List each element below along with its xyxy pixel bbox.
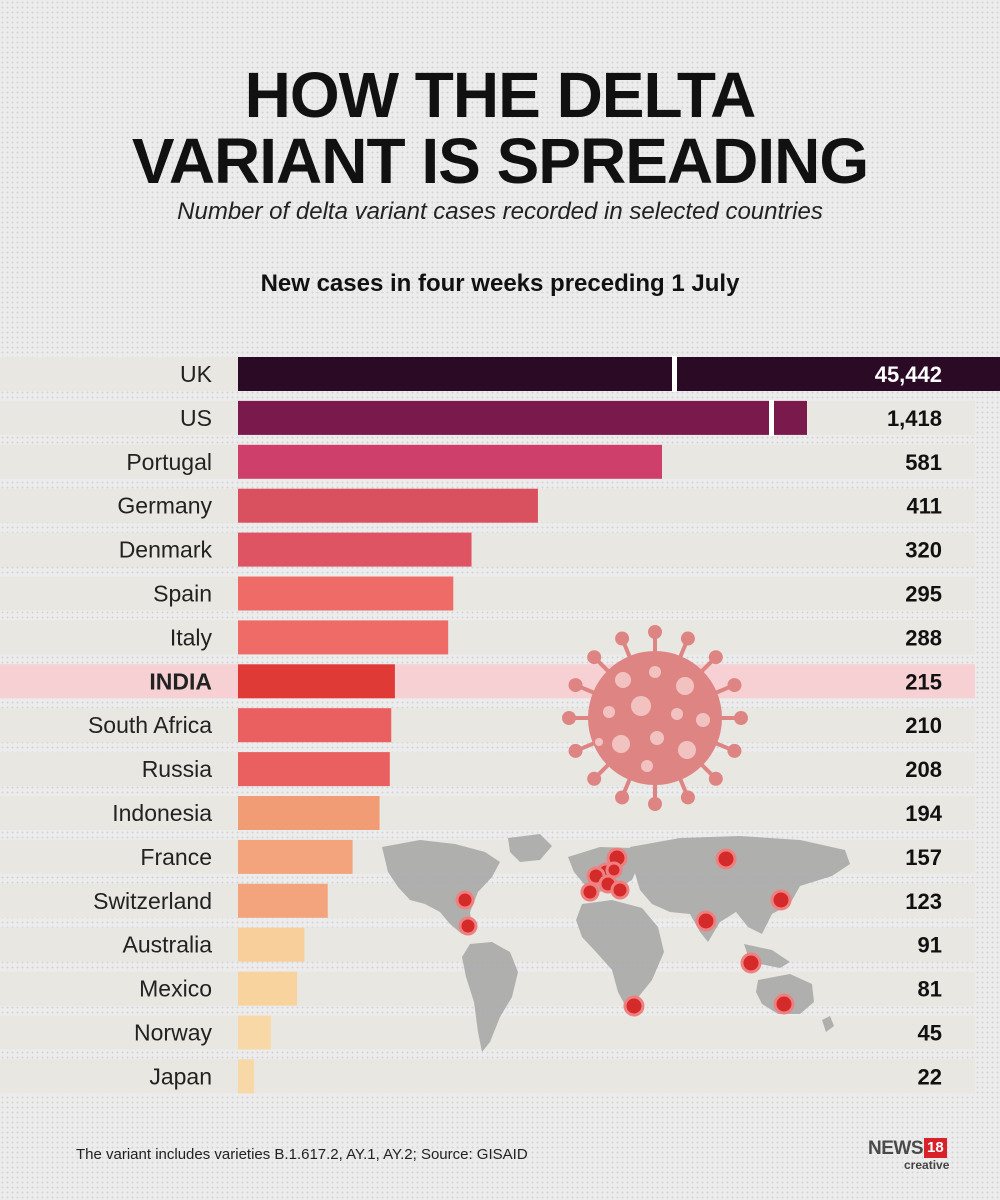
source-footnote: The variant includes varieties B.1.617.2… — [76, 1146, 528, 1163]
value-label-indonesia: 194 — [905, 801, 942, 826]
logo-number: 18 — [924, 1138, 947, 1158]
category-label-france: France — [140, 844, 212, 870]
row-track-japan — [0, 1059, 975, 1094]
map-africa — [576, 900, 664, 1007]
row-track-indonesia — [0, 796, 975, 830]
title-line-1: HOW THE DELTA — [244, 59, 757, 131]
row-track-india — [0, 664, 975, 699]
logo-subtext: creative — [904, 1158, 950, 1172]
category-label-germany: Germany — [117, 493, 212, 519]
bar-spain — [238, 576, 454, 611]
bar-france — [238, 839, 353, 874]
value-label-australia: 91 — [918, 933, 942, 958]
world-map-illustration — [382, 834, 850, 1052]
bar-japan — [238, 1059, 255, 1094]
bar-australia — [238, 927, 305, 962]
value-label-portugal: 581 — [905, 450, 942, 475]
map-new-zealand — [822, 1016, 834, 1032]
title-line-2: VARIANT IS SPREADING — [131, 125, 869, 197]
bar-indonesia — [238, 796, 380, 830]
map-north-america — [382, 840, 500, 934]
subtitle: Number of delta variant cases recorded i… — [177, 198, 823, 225]
virus-illustration — [562, 625, 748, 811]
axis-break-us — [769, 399, 774, 436]
row-track-south-africa — [0, 708, 975, 743]
category-label-portugal: Portugal — [126, 449, 212, 475]
news18-logo: NEWS 18 creative — [868, 1138, 960, 1178]
map-asia — [630, 836, 850, 942]
category-label-spain: Spain — [153, 581, 212, 607]
outbreak-markers — [455, 847, 795, 1017]
page-title: HOW THE DELTA VARIANT IS SPREADING — [0, 62, 1000, 194]
category-label-italy: Italy — [170, 624, 213, 650]
value-label-us: 1,418 — [887, 406, 942, 431]
value-label-italy: 288 — [905, 625, 942, 650]
row-track-russia — [0, 752, 975, 787]
category-label-russia: Russia — [142, 756, 213, 782]
value-label-spain: 295 — [905, 582, 942, 607]
value-label-india: 215 — [905, 669, 942, 694]
value-label-denmark: 320 — [905, 538, 942, 563]
value-label-mexico: 81 — [918, 977, 942, 1002]
bar-mexico — [238, 971, 298, 1006]
category-label-indonesia: Indonesia — [112, 800, 212, 826]
row-track-denmark — [0, 532, 975, 567]
category-label-south-africa: South Africa — [88, 712, 212, 738]
value-label-germany: 411 — [907, 494, 943, 519]
category-label-switzerland: Switzerland — [93, 888, 212, 914]
category-label-australia: Australia — [123, 932, 213, 958]
bar-germany — [238, 488, 538, 523]
map-southeast-asia — [744, 944, 790, 968]
bar-us — [238, 400, 807, 435]
bar-india — [238, 664, 395, 699]
category-label-denmark: Denmark — [119, 537, 213, 563]
bar-switzerland — [238, 883, 328, 918]
bar-uk — [238, 357, 1000, 391]
row-track-spain — [0, 576, 975, 611]
logo-text: NEWS — [868, 1138, 924, 1159]
category-label-uk: UK — [180, 361, 213, 387]
bar-chart: UK 45,442 US 1,418 Portugal 581 Germany 411 Denm… — [0, 356, 1000, 1094]
category-label-india: INDIA — [149, 668, 212, 694]
value-label-uk: 45,442 — [875, 362, 942, 387]
chart-heading: New cases in four weeks preceding 1 July — [260, 270, 740, 297]
map-greenland — [508, 834, 552, 862]
row-track-italy — [0, 620, 975, 655]
bar-italy — [238, 620, 449, 655]
value-label-france: 157 — [905, 845, 942, 870]
value-label-norway: 45 — [918, 1021, 942, 1046]
value-label-switzerland: 123 — [905, 889, 942, 914]
category-label-japan: Japan — [149, 1063, 212, 1089]
bar-norway — [238, 1015, 271, 1050]
bar-denmark — [238, 532, 472, 567]
map-south-america — [462, 942, 518, 1052]
category-label-us: US — [180, 405, 212, 431]
bar-portugal — [238, 444, 662, 479]
value-label-russia: 208 — [905, 757, 942, 782]
bar-south-africa — [238, 708, 392, 743]
category-label-mexico: Mexico — [139, 976, 212, 1002]
row-track-switzerland — [0, 883, 975, 918]
value-label-japan: 22 — [918, 1064, 942, 1089]
value-label-south-africa: 210 — [905, 713, 942, 738]
bar-russia — [238, 752, 390, 787]
category-label-norway: Norway — [134, 1020, 212, 1046]
axis-break-uk — [672, 356, 677, 392]
